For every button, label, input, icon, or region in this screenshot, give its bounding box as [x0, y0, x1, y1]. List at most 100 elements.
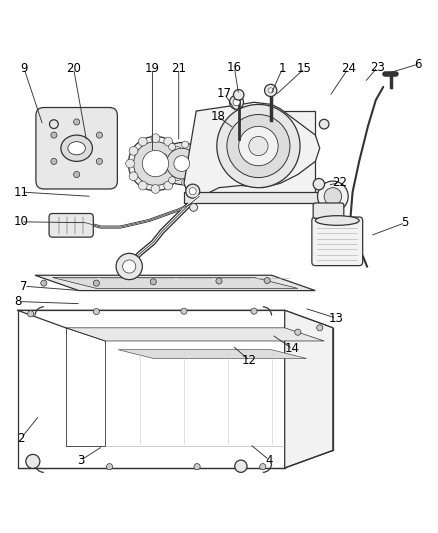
- Circle shape: [166, 148, 197, 179]
- Circle shape: [230, 95, 244, 109]
- Circle shape: [239, 126, 278, 166]
- Text: 22: 22: [332, 176, 347, 189]
- Circle shape: [164, 181, 173, 190]
- Circle shape: [169, 177, 176, 184]
- FancyBboxPatch shape: [49, 214, 93, 237]
- Circle shape: [318, 181, 348, 212]
- FancyBboxPatch shape: [312, 217, 363, 265]
- Circle shape: [49, 120, 58, 128]
- Circle shape: [123, 260, 136, 273]
- Text: 20: 20: [66, 62, 81, 75]
- Text: 19: 19: [145, 62, 160, 75]
- Text: 10: 10: [14, 215, 28, 228]
- Circle shape: [198, 160, 205, 167]
- Circle shape: [182, 179, 189, 186]
- Circle shape: [51, 158, 57, 165]
- Circle shape: [28, 461, 34, 467]
- Circle shape: [189, 188, 196, 195]
- Circle shape: [217, 104, 300, 188]
- Circle shape: [182, 141, 189, 148]
- Circle shape: [313, 179, 325, 190]
- Circle shape: [193, 173, 200, 180]
- Ellipse shape: [61, 135, 92, 161]
- Text: 6: 6: [414, 58, 422, 71]
- Circle shape: [295, 329, 301, 335]
- Polygon shape: [35, 275, 315, 290]
- Circle shape: [129, 147, 138, 155]
- Circle shape: [96, 132, 102, 138]
- Circle shape: [126, 159, 134, 168]
- Circle shape: [160, 154, 167, 160]
- Polygon shape: [66, 328, 324, 341]
- Circle shape: [93, 309, 99, 314]
- Polygon shape: [118, 350, 307, 359]
- Circle shape: [233, 99, 240, 106]
- Circle shape: [233, 90, 244, 100]
- Text: 23: 23: [370, 61, 385, 74]
- Ellipse shape: [68, 142, 85, 155]
- Circle shape: [41, 280, 47, 286]
- Text: 4: 4: [265, 454, 273, 466]
- Circle shape: [190, 204, 198, 211]
- Polygon shape: [53, 278, 298, 288]
- Circle shape: [173, 147, 182, 155]
- Text: 11: 11: [14, 185, 28, 198]
- Circle shape: [249, 136, 268, 156]
- Circle shape: [194, 464, 200, 470]
- Text: 16: 16: [227, 61, 242, 74]
- Text: 12: 12: [242, 354, 257, 367]
- FancyBboxPatch shape: [36, 108, 117, 189]
- Circle shape: [151, 134, 160, 142]
- Ellipse shape: [315, 216, 359, 225]
- Text: 1: 1: [279, 62, 286, 75]
- Circle shape: [265, 84, 277, 96]
- Polygon shape: [184, 102, 320, 205]
- Polygon shape: [184, 192, 320, 203]
- Text: 14: 14: [285, 342, 300, 356]
- Circle shape: [28, 311, 34, 317]
- Circle shape: [129, 172, 138, 181]
- Circle shape: [96, 158, 102, 165]
- Polygon shape: [18, 310, 285, 468]
- Circle shape: [164, 137, 173, 146]
- Text: 3: 3: [78, 454, 85, 466]
- Polygon shape: [199, 111, 315, 197]
- Circle shape: [51, 132, 57, 138]
- Text: 17: 17: [217, 87, 232, 100]
- Circle shape: [173, 172, 182, 181]
- Text: 7: 7: [20, 280, 28, 293]
- Circle shape: [161, 142, 203, 184]
- Circle shape: [93, 280, 99, 286]
- Circle shape: [181, 308, 187, 314]
- Circle shape: [138, 137, 147, 146]
- Text: 24: 24: [341, 62, 356, 75]
- Circle shape: [169, 143, 176, 150]
- Text: 18: 18: [211, 110, 226, 123]
- Text: 5: 5: [402, 216, 409, 229]
- FancyBboxPatch shape: [313, 203, 344, 219]
- Circle shape: [177, 159, 185, 168]
- Circle shape: [138, 181, 147, 190]
- Circle shape: [74, 119, 80, 125]
- Text: 8: 8: [15, 295, 22, 308]
- Circle shape: [260, 464, 266, 470]
- Circle shape: [151, 184, 160, 193]
- Polygon shape: [285, 310, 333, 468]
- Circle shape: [128, 136, 183, 191]
- Circle shape: [319, 119, 329, 129]
- Circle shape: [235, 460, 247, 472]
- Circle shape: [26, 455, 40, 469]
- Circle shape: [264, 278, 270, 284]
- Text: 15: 15: [297, 62, 312, 75]
- Text: 9: 9: [20, 62, 28, 75]
- Text: 2: 2: [17, 432, 25, 445]
- Circle shape: [174, 156, 190, 172]
- Circle shape: [216, 278, 222, 284]
- Text: 13: 13: [329, 312, 344, 325]
- Text: 21: 21: [171, 62, 186, 75]
- Circle shape: [150, 279, 156, 285]
- Polygon shape: [18, 310, 333, 328]
- Circle shape: [142, 150, 169, 177]
- Circle shape: [227, 115, 290, 177]
- Circle shape: [134, 142, 177, 185]
